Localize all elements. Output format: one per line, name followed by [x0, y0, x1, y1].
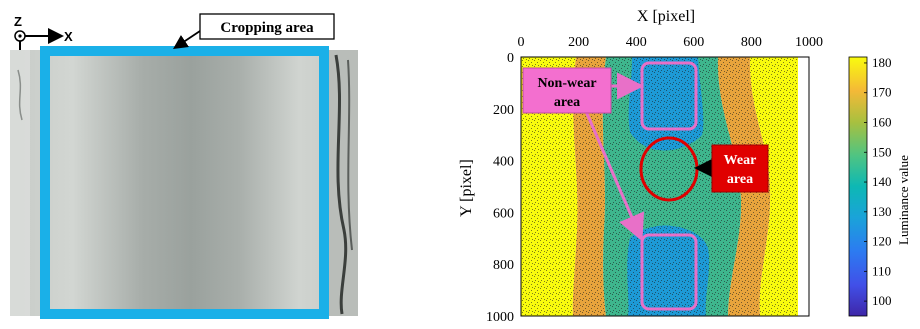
x-axis-label: X [64, 29, 73, 44]
cropping-area-label: Cropping area [220, 20, 314, 36]
y-tick-label-400: 400 [493, 155, 514, 170]
colorbar-label: Luminance value [896, 155, 911, 245]
left-panel: Z X Y Cropping area [10, 13, 358, 319]
non-wear-region-bottom [640, 233, 698, 311]
x-tick-label-600: 600 [683, 35, 704, 50]
colorbar-tick-label-120: 120 [872, 234, 892, 249]
z-axis-label: Z [14, 14, 22, 29]
colorbar-tick-label-100: 100 [872, 293, 892, 308]
right-panel-chart: X [pixel] Y [pixel] 0 200 400 600 800 1000 0 2… [458, 8, 911, 325]
cropping-area-frame [40, 46, 329, 319]
specimen-photo [10, 50, 358, 316]
heatmap-frame [520, 56, 810, 317]
colorbar-tick-label-160: 160 [872, 114, 892, 129]
wear-label-line2: area [727, 172, 753, 187]
chart-y-label: Y [pixel] [458, 159, 475, 217]
y-tick-label-800: 800 [493, 258, 514, 273]
x-tick-label-0: 0 [518, 35, 525, 50]
x-tick-label-800: 800 [741, 35, 762, 50]
x-tick-label-200: 200 [568, 35, 589, 50]
non-wear-arrow-bottom [583, 108, 645, 242]
chart-x-label: X [pixel] [637, 8, 695, 25]
non-wear-label-line1: Non-wear [537, 76, 596, 91]
colorbar-tick-label-110: 110 [872, 263, 891, 278]
x-tick-label-1000: 1000 [795, 35, 823, 50]
cropping-area-callout: Cropping area [173, 13, 335, 49]
colorbar: 100 110 120 130 140 150 160 170 180 Luminance va… [848, 55, 911, 317]
y-tick-label-200: 200 [493, 103, 514, 118]
y-tick-label-600: 600 [493, 206, 514, 221]
wear-annotation: Wear area [694, 144, 769, 193]
x-tick-label-400: 400 [626, 35, 647, 50]
colorbar-tick-label-140: 140 [872, 174, 892, 189]
colorbar-tick-label-130: 130 [872, 204, 892, 219]
colorbar-tick-label-180: 180 [872, 55, 892, 70]
colorbar-gradient [848, 56, 868, 317]
colorbar-tick-label-170: 170 [872, 85, 892, 100]
wear-label-line1: Wear [724, 153, 757, 168]
y-tick-label-0: 0 [507, 51, 514, 66]
y-tick-label-1000: 1000 [486, 310, 514, 325]
y-tick-labels: 0 200 400 600 800 1000 [486, 51, 525, 325]
colorbar-tick-label-150: 150 [872, 144, 892, 159]
colorbar-ticks: 100 110 120 130 140 150 160 170 180 [864, 55, 892, 308]
non-wear-annotation: Non-wear area [522, 67, 645, 242]
callout-arrow [173, 30, 201, 49]
non-wear-label-line2: area [554, 95, 580, 110]
